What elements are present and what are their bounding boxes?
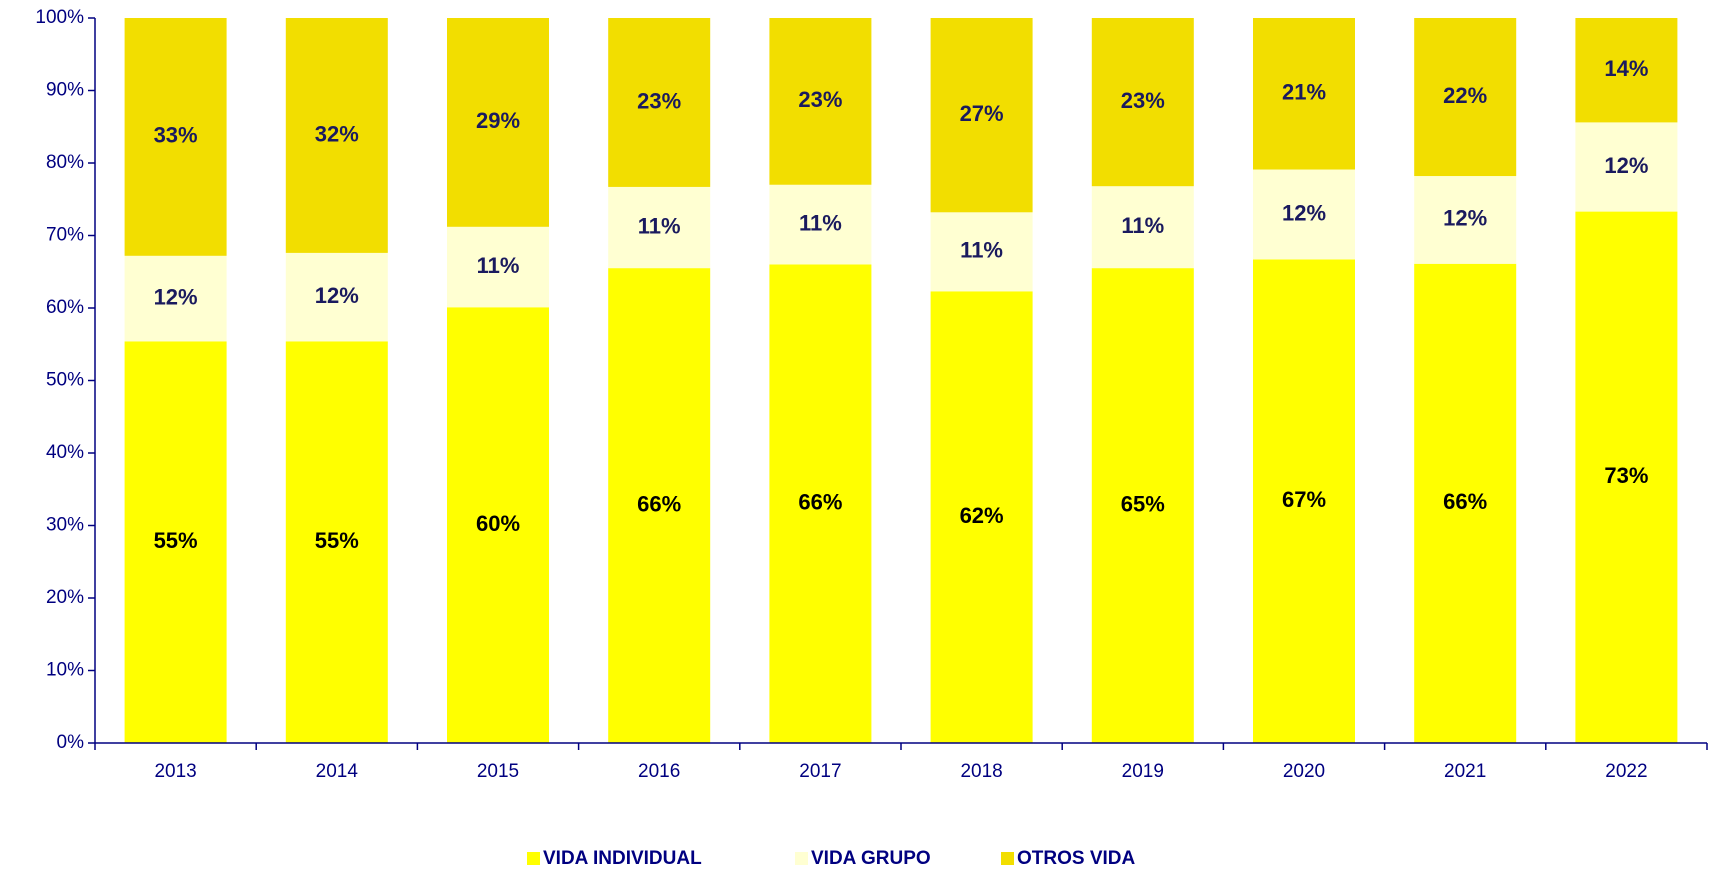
data-label: 11% xyxy=(799,210,842,235)
data-label: 14% xyxy=(1604,56,1648,81)
legend-swatch xyxy=(527,852,540,865)
bar-segment xyxy=(285,18,388,253)
data-label: 33% xyxy=(154,123,198,148)
data-label: 11% xyxy=(960,238,1003,263)
y-tick-label: 20% xyxy=(46,587,84,608)
data-label: 11% xyxy=(638,213,681,238)
legend-swatch xyxy=(1001,852,1014,865)
data-label: 22% xyxy=(1443,83,1487,108)
x-tick-label: 2021 xyxy=(1444,761,1486,782)
x-tick-label: 2022 xyxy=(1605,761,1647,782)
x-tick-label: 2019 xyxy=(1122,761,1164,782)
data-label: 55% xyxy=(154,528,198,553)
bar-segment xyxy=(285,341,388,743)
bar-segment xyxy=(124,255,227,342)
bar-segment xyxy=(447,18,549,227)
bar-segment xyxy=(1575,211,1678,743)
data-label: 23% xyxy=(1121,88,1165,113)
bar-segment xyxy=(1575,122,1678,212)
x-tick-label: 2018 xyxy=(960,761,1002,782)
data-label: 27% xyxy=(960,101,1004,126)
bar-segment xyxy=(285,252,388,342)
data-label: 32% xyxy=(315,121,359,146)
bar-segment xyxy=(1414,18,1517,177)
y-tick-label: 10% xyxy=(46,660,84,681)
bar-segment xyxy=(447,226,549,308)
bar-segment xyxy=(608,18,711,187)
data-label: 66% xyxy=(798,490,842,515)
data-label: 23% xyxy=(798,87,842,112)
data-label: 11% xyxy=(477,253,520,278)
bar-segment xyxy=(1414,263,1517,743)
y-tick-label: 0% xyxy=(57,732,85,753)
data-label: 12% xyxy=(1604,153,1648,178)
bar-segment xyxy=(1253,18,1355,170)
bar-segment xyxy=(1253,169,1355,260)
legend-label: VIDA GRUPO xyxy=(811,848,931,869)
bar-segment xyxy=(1091,18,1194,187)
bar-segment xyxy=(1414,176,1517,264)
data-label: 67% xyxy=(1282,487,1326,512)
bar-segment xyxy=(1575,18,1678,123)
data-label: 65% xyxy=(1121,491,1165,516)
y-tick-label: 100% xyxy=(35,7,84,28)
data-label: 29% xyxy=(476,108,520,133)
data-label: 66% xyxy=(637,491,681,516)
y-tick-label: 30% xyxy=(46,515,84,536)
data-label: 66% xyxy=(1443,489,1487,514)
data-label: 73% xyxy=(1604,463,1648,488)
bar-segment xyxy=(930,291,1033,743)
bar-segment xyxy=(769,18,872,185)
y-tick-label: 80% xyxy=(46,152,84,173)
bar-segment xyxy=(124,341,227,743)
data-label: 12% xyxy=(1443,206,1487,231)
data-label: 12% xyxy=(154,284,198,309)
y-tick-label: 40% xyxy=(46,442,84,463)
bar-segment xyxy=(930,212,1033,292)
data-label: 62% xyxy=(960,503,1004,528)
legend-label: VIDA INDIVIDUAL xyxy=(543,848,702,869)
data-label: 11% xyxy=(1121,213,1164,238)
y-tick-label: 60% xyxy=(46,297,84,318)
bar-segment xyxy=(124,18,227,256)
legend-label: OTROS VIDA xyxy=(1017,848,1136,869)
bar-segment xyxy=(1253,259,1355,743)
bar-segment xyxy=(1091,186,1194,269)
data-label: 21% xyxy=(1282,80,1326,105)
y-tick-label: 50% xyxy=(46,370,84,391)
data-label: 12% xyxy=(1282,200,1326,225)
legend-swatch xyxy=(795,852,808,865)
data-label: 12% xyxy=(315,283,359,308)
data-label: 23% xyxy=(637,88,681,113)
x-tick-label: 2015 xyxy=(477,761,519,782)
bar-segment xyxy=(930,18,1033,213)
data-label: 55% xyxy=(315,528,359,553)
x-tick-label: 2017 xyxy=(799,761,841,782)
bar-segment xyxy=(1091,268,1194,743)
x-tick-label: 2016 xyxy=(638,761,680,782)
bar-segment xyxy=(447,307,549,743)
bar-segment xyxy=(769,184,872,265)
y-tick-label: 70% xyxy=(46,225,84,246)
x-tick-label: 2013 xyxy=(154,761,196,782)
x-tick-label: 2020 xyxy=(1283,761,1325,782)
x-tick-label: 2014 xyxy=(316,761,359,782)
data-label: 60% xyxy=(476,511,520,536)
y-tick-label: 90% xyxy=(46,80,84,101)
bar-segment xyxy=(608,268,711,743)
bar-segment xyxy=(769,264,872,743)
bar-segment xyxy=(608,186,711,269)
